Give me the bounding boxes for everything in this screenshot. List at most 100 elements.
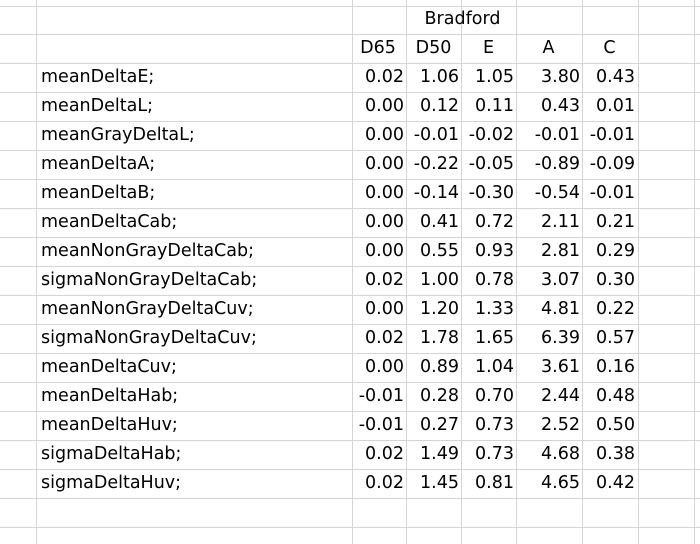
cell-a[interactable]: 2.11: [541, 212, 580, 232]
row-label[interactable]: sigmaDeltaHab;: [41, 444, 182, 464]
cell-c[interactable]: 0.21: [596, 212, 635, 232]
row-label[interactable]: meanDeltaE;: [41, 67, 155, 87]
cell-c[interactable]: 0.16: [596, 357, 635, 377]
column-header-d65[interactable]: D65: [360, 38, 396, 58]
cell-d50[interactable]: 1.20: [420, 299, 459, 319]
cell-e[interactable]: 1.05: [475, 67, 514, 87]
cell-d65[interactable]: 0.02: [365, 270, 404, 290]
column-header-c[interactable]: C: [603, 38, 616, 58]
column-header-a[interactable]: A: [542, 38, 555, 58]
cell-d65[interactable]: 0.02: [365, 328, 404, 348]
cell-a[interactable]: -0.54: [534, 183, 580, 203]
cell-e[interactable]: 0.72: [475, 212, 514, 232]
cell-d50[interactable]: 0.28: [420, 386, 459, 406]
cell-d50[interactable]: 0.55: [420, 241, 459, 261]
row-label[interactable]: meanDeltaA;: [41, 154, 156, 174]
cell-d50[interactable]: 1.00: [420, 270, 459, 290]
cell-c[interactable]: 0.50: [596, 415, 635, 435]
row-gridline: [0, 92, 700, 93]
cell-d65[interactable]: 0.02: [365, 444, 404, 464]
row-label[interactable]: sigmaNonGrayDeltaCuv;: [41, 328, 257, 348]
cell-e[interactable]: 0.73: [475, 415, 514, 435]
column-header-d50[interactable]: D50: [415, 38, 452, 58]
cell-d65[interactable]: 0.00: [365, 96, 404, 116]
cell-c[interactable]: 0.01: [596, 96, 635, 116]
cell-d50[interactable]: 0.89: [420, 357, 459, 377]
cell-e[interactable]: -0.05: [468, 154, 514, 174]
cell-d65[interactable]: -0.01: [358, 415, 404, 435]
cell-e[interactable]: 0.78: [475, 270, 514, 290]
column-header-e[interactable]: E: [482, 38, 495, 58]
cell-d50[interactable]: -0.22: [413, 154, 459, 174]
cell-c[interactable]: 0.43: [596, 67, 635, 87]
cell-a[interactable]: 4.68: [541, 444, 580, 464]
cell-a[interactable]: 6.39: [541, 328, 580, 348]
cell-d50[interactable]: 1.06: [420, 67, 459, 87]
cell-d65[interactable]: 0.00: [365, 125, 404, 145]
row-label[interactable]: meanDeltaL;: [41, 96, 153, 116]
cell-a[interactable]: 4.65: [541, 473, 580, 493]
cell-c[interactable]: 0.48: [596, 386, 635, 406]
row-gridline: [0, 469, 700, 470]
cell-c[interactable]: -0.01: [589, 125, 635, 145]
cell-e[interactable]: 0.81: [475, 473, 514, 493]
cell-d65[interactable]: 0.02: [365, 473, 404, 493]
cell-e[interactable]: -0.02: [468, 125, 514, 145]
cell-d65[interactable]: -0.01: [358, 386, 404, 406]
cell-d65[interactable]: 0.00: [365, 183, 404, 203]
column-gridline: [516, 0, 517, 544]
cell-a[interactable]: 3.61: [541, 357, 580, 377]
cell-d65[interactable]: 0.00: [365, 241, 404, 261]
cell-a[interactable]: 3.80: [541, 67, 580, 87]
row-label[interactable]: meanDeltaCab;: [41, 212, 178, 232]
row-label[interactable]: meanDeltaB;: [41, 183, 156, 203]
cell-a[interactable]: 2.52: [541, 415, 580, 435]
cell-d50[interactable]: 1.78: [420, 328, 459, 348]
cell-a[interactable]: -0.89: [534, 154, 580, 174]
cell-d65[interactable]: 0.02: [365, 67, 404, 87]
cell-e[interactable]: 0.11: [475, 96, 514, 116]
cell-d50[interactable]: -0.14: [413, 183, 459, 203]
cell-d50[interactable]: 1.45: [420, 473, 459, 493]
cell-a[interactable]: 2.44: [541, 386, 580, 406]
cell-e[interactable]: -0.30: [468, 183, 514, 203]
row-label[interactable]: meanDeltaCuv;: [41, 357, 177, 377]
cell-a[interactable]: 4.81: [541, 299, 580, 319]
cell-c[interactable]: 0.42: [596, 473, 635, 493]
row-label[interactable]: sigmaNonGrayDeltaCab;: [41, 270, 258, 290]
row-label[interactable]: meanDeltaHab;: [41, 386, 179, 406]
cell-c[interactable]: 0.29: [596, 241, 635, 261]
cell-a[interactable]: 3.07: [541, 270, 580, 290]
cell-d50[interactable]: 0.12: [420, 96, 459, 116]
cell-e[interactable]: 0.70: [475, 386, 514, 406]
cell-d65[interactable]: 0.00: [365, 357, 404, 377]
cell-a[interactable]: -0.01: [534, 125, 580, 145]
cell-d65[interactable]: 0.00: [365, 212, 404, 232]
row-label[interactable]: meanGrayDeltaL;: [41, 125, 195, 145]
cell-d50[interactable]: 0.27: [420, 415, 459, 435]
cell-e[interactable]: 0.73: [475, 444, 514, 464]
cell-a[interactable]: 2.81: [541, 241, 580, 261]
cell-c[interactable]: 0.57: [596, 328, 635, 348]
row-gridline: [0, 266, 700, 267]
cell-e[interactable]: 1.04: [475, 357, 514, 377]
cell-d50[interactable]: -0.01: [413, 125, 459, 145]
cell-d50[interactable]: 0.41: [420, 212, 459, 232]
cell-c[interactable]: 0.22: [596, 299, 635, 319]
row-label[interactable]: meanNonGrayDeltaCab;: [41, 241, 254, 261]
cell-d65[interactable]: 0.00: [365, 299, 404, 319]
row-label[interactable]: meanNonGrayDeltaCuv;: [41, 299, 254, 319]
cell-c[interactable]: -0.01: [589, 183, 635, 203]
row-label[interactable]: meanDeltaHuv;: [41, 415, 178, 435]
row-label[interactable]: sigmaDeltaHuv;: [41, 473, 182, 493]
cell-d65[interactable]: 0.00: [365, 154, 404, 174]
cell-e[interactable]: 1.65: [475, 328, 514, 348]
cell-d50[interactable]: 1.49: [420, 444, 459, 464]
cell-e[interactable]: 0.93: [475, 241, 514, 261]
cell-c[interactable]: -0.09: [589, 154, 635, 174]
cell-c[interactable]: 0.30: [596, 270, 635, 290]
cell-a[interactable]: 0.43: [541, 96, 580, 116]
group-header-bradford[interactable]: Bradford: [424, 9, 501, 29]
cell-e[interactable]: 1.33: [475, 299, 514, 319]
cell-c[interactable]: 0.38: [596, 444, 635, 464]
